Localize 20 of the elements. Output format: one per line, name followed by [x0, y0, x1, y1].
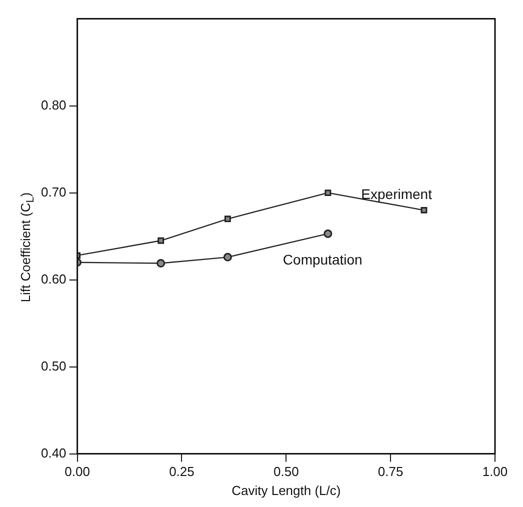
point	[420, 206, 428, 214]
point	[324, 229, 332, 238]
point	[223, 252, 232, 262]
y-tick-label: 0.50	[40, 358, 66, 374]
point	[324, 190, 332, 196]
y-tick-label: 0.80	[40, 97, 66, 112]
x-tick-label: 0.25	[169, 464, 194, 480]
y-tick-label: 0.40	[40, 445, 66, 460]
x-tick-label: 0.00	[64, 464, 90, 480]
x-tick-label: 0.75	[378, 464, 404, 480]
series-label: Experiment	[361, 186, 432, 202]
point	[158, 237, 164, 244]
series-label: Computation	[282, 252, 362, 268]
point	[156, 259, 166, 268]
point	[224, 216, 231, 222]
x-tick-label: 0.50	[273, 464, 299, 480]
x-tick-label: 1.00	[482, 464, 508, 480]
x-axis-title: Cavity Length (L/c)	[232, 482, 341, 498]
y-tick-label: 0.60	[40, 271, 66, 286]
y-tick-label: 0.70	[40, 184, 66, 200]
